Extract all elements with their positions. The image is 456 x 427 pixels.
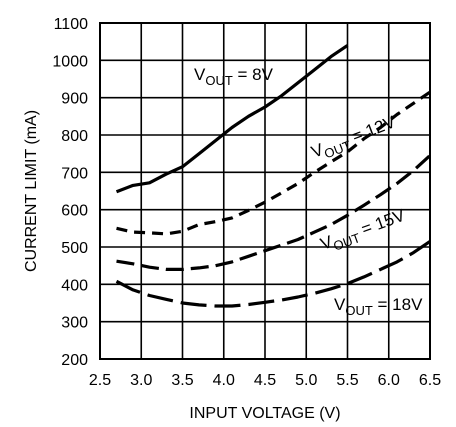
x-tick-label: 3.5 (171, 372, 193, 389)
series-label-3: VOUT = 15V (318, 205, 410, 257)
x-tick-labels: 2.5 3.0 3.5 4.0 4.5 5.0 5.5 6.0 6.5 (89, 372, 441, 389)
series-label-4: VOUT = 18V (334, 295, 423, 318)
x-tick-label: 5.5 (336, 372, 358, 389)
y-tick-label: 400 (61, 277, 88, 294)
grid-lines (99, 22, 431, 360)
y-tick-label: 700 (61, 165, 88, 182)
x-tick-label: 4.0 (213, 372, 235, 389)
y-tick-labels: 200 300 400 500 600 700 800 900 1000 1100 (52, 16, 88, 369)
y-tick-label: 200 (61, 352, 88, 369)
series-label-1: VOUT = 8V (194, 65, 274, 88)
y-tick-label: 600 (61, 203, 88, 220)
y-tick-label: 800 (61, 128, 88, 145)
series-lines (115, 44, 432, 308)
x-tick-label: 4.5 (254, 372, 276, 389)
x-tick-label: 2.5 (89, 372, 111, 389)
x-tick-label: 6.5 (419, 372, 441, 389)
series-label-2: VOUT = 12V (309, 112, 400, 165)
y-tick-label: 300 (61, 315, 88, 332)
x-tick-label: 6.0 (378, 372, 400, 389)
y-tick-label: 1000 (52, 53, 88, 70)
series-line-4 (115, 240, 431, 308)
x-tick-label: 5.0 (295, 372, 317, 389)
y-tick-label: 500 (61, 240, 88, 257)
series-line-3 (116, 154, 432, 271)
x-tick-label: 3.0 (130, 372, 152, 389)
y-axis-label: CURRENT LIMIT (mA) (23, 110, 40, 272)
x-axis-label: INPUT VOLTAGE (V) (189, 405, 340, 422)
y-tick-label: 1100 (54, 16, 89, 33)
series-line-2 (116, 90, 431, 236)
series-line-1 (115, 44, 349, 194)
y-tick-label: 900 (61, 91, 88, 108)
plot-frame (99, 22, 431, 360)
